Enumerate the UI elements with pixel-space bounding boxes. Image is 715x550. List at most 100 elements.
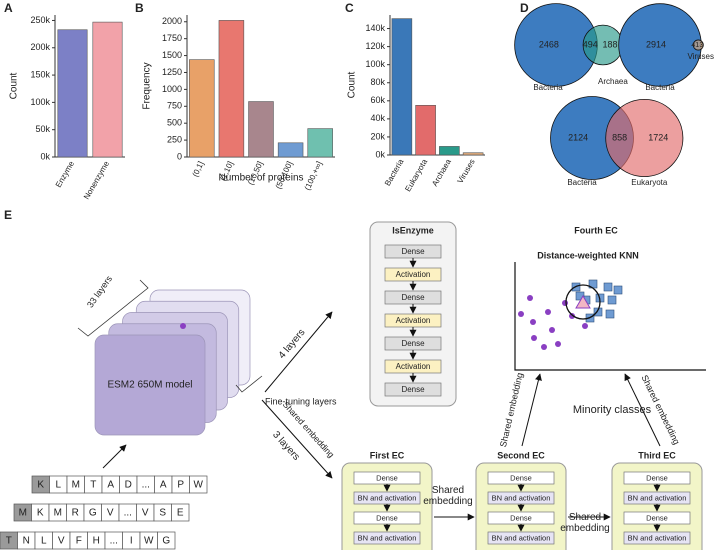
fine-tuning: Fine-tuning layers: [265, 396, 337, 406]
x-axis-label: Number of proteins: [218, 173, 303, 184]
layer-label: Dense: [401, 247, 425, 256]
square: [607, 295, 617, 305]
brace: [235, 375, 263, 393]
link-label-box: Shared embedding: [423, 485, 472, 507]
y-tick-label: 1500: [162, 50, 182, 60]
layer-label: Dense: [401, 385, 425, 394]
dot: [541, 344, 547, 350]
panel-label: B: [135, 1, 144, 15]
venn-set: [605, 98, 684, 178]
residue: K: [37, 480, 44, 491]
layer-label: Dense: [510, 473, 532, 482]
bar: [415, 105, 436, 156]
y-axis-label: Count: [9, 72, 20, 99]
venn-count: 2124: [568, 132, 588, 142]
residue: L: [55, 480, 61, 491]
bar: [462, 152, 484, 156]
y-tick-label: 0: [177, 151, 182, 161]
residue: W: [194, 480, 204, 491]
residue: M: [54, 508, 62, 519]
venn-label: Eukaryota: [631, 178, 668, 187]
layer-label: Dense: [376, 513, 398, 522]
residue: V: [142, 508, 149, 519]
layer-label: Dense: [401, 293, 425, 302]
residue: F: [76, 536, 82, 547]
venn-label: Bacteria: [533, 83, 563, 92]
y-tick-label: 0k: [40, 151, 50, 161]
x-tick-label: (0,1]: [191, 160, 206, 178]
x-tick-label: Nonenzyme: [82, 159, 111, 201]
layer-label: Dense: [646, 513, 668, 522]
y-tick-label: 50k: [35, 124, 50, 134]
knn-radius: [565, 284, 601, 320]
dot: [569, 313, 575, 319]
residue: T: [6, 536, 12, 547]
layer-label: BN and activation: [628, 493, 687, 502]
y-tick-label: 1000: [162, 84, 182, 94]
y-tick-label: 1250: [162, 67, 182, 77]
panel-label: C: [345, 1, 354, 15]
layer-box: [353, 531, 421, 545]
residue: D: [125, 480, 132, 491]
square: [603, 282, 613, 292]
x-tick-label: Archaea: [430, 157, 453, 188]
residue: P: [177, 480, 184, 491]
layer-label: Dense: [376, 473, 398, 482]
residue: W: [144, 536, 154, 547]
layer-label: Activation: [396, 362, 431, 371]
dot: [518, 311, 524, 317]
y-axis-label: Count: [347, 71, 358, 98]
dot: [531, 335, 537, 341]
minority: Minority classes: [573, 404, 652, 416]
y-tick-label: 140k: [365, 23, 385, 33]
dot: [582, 323, 588, 329]
block-title: Fourth EC: [574, 225, 618, 235]
link-label-box: Shared embedding: [560, 512, 609, 534]
venn-label: Viruses: [687, 52, 714, 61]
square: [575, 291, 585, 301]
dot: [180, 323, 186, 329]
panel-label: A: [4, 1, 13, 15]
residue: A: [107, 480, 114, 491]
esm-model: ESM2 650M model: [107, 380, 192, 391]
arrow: [264, 311, 333, 393]
plot-axes: [514, 262, 706, 371]
residue: I: [130, 536, 133, 547]
square: [613, 285, 623, 295]
y-tick-label: 80k: [370, 77, 385, 87]
arrow: [102, 444, 127, 469]
venn-label: Archaea: [598, 77, 628, 86]
y-tick-label: 500: [167, 118, 182, 128]
x-tick-label: (100,+∞]: [303, 160, 324, 192]
residue: ...: [124, 508, 132, 519]
layer-label: BN and activation: [358, 533, 417, 542]
arrow: [261, 399, 333, 479]
residue: N: [23, 536, 30, 547]
arrow: [624, 373, 661, 447]
venn-count: 41: [691, 42, 699, 49]
square: [605, 309, 615, 319]
y-tick-label: 60k: [370, 95, 385, 105]
y-tick-label: 100k: [365, 59, 385, 69]
x-tick-label: Bacteria: [383, 157, 406, 187]
x-tick-label: Eukaryota: [403, 157, 429, 193]
venn-set: [692, 39, 704, 51]
residue: G: [162, 536, 170, 547]
layer-label: BN and activation: [628, 533, 687, 542]
layer-label: Dense: [510, 513, 532, 522]
residue: R: [72, 508, 79, 519]
link-label: Shared embedding: [498, 372, 525, 448]
y-tick-label: 20k: [370, 131, 385, 141]
bar: [218, 20, 245, 158]
venn-count: 1724: [648, 132, 668, 142]
residue: L: [41, 536, 47, 547]
layer-label: Dense: [401, 339, 425, 348]
esm-layers: 33 layers: [85, 273, 114, 309]
bar: [439, 146, 460, 156]
y-tick-label: 1750: [162, 33, 182, 43]
venn-count: 2468: [539, 39, 559, 49]
branch-top: 4 layers: [277, 327, 308, 361]
residue-cell: [157, 531, 176, 550]
